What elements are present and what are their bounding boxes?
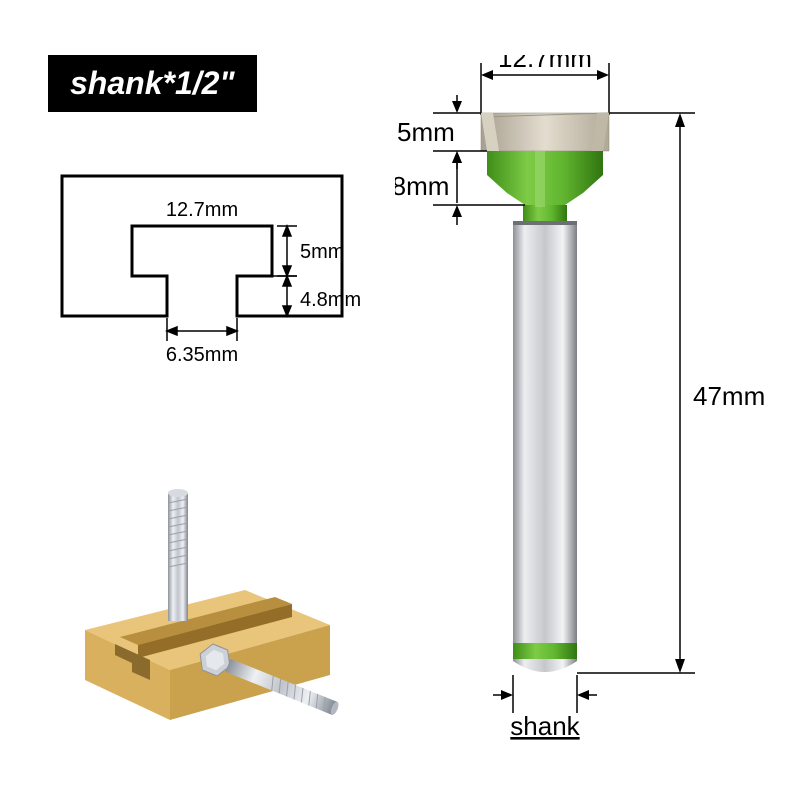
- profile-top-depth: 5mm: [300, 241, 344, 263]
- profile-neck-depth: 4.8mm: [300, 289, 361, 311]
- profile-neck-width: 6.35mm: [166, 344, 238, 366]
- t-slot-profile-diagram: 12.7mm 5mm 4.8mm 6.35mm: [52, 166, 352, 366]
- wood-bolt-illustration: [60, 475, 360, 735]
- svg-text:5mm: 5mm: [397, 117, 455, 147]
- svg-text:47mm: 47mm: [693, 381, 765, 411]
- svg-text:4.8mm: 4.8mm: [395, 171, 449, 201]
- router-bit-shank: [513, 221, 577, 672]
- svg-text:shank: shank: [510, 711, 580, 741]
- dim-head-width: 12.7mm: [481, 55, 609, 115]
- dim-total-length: 47mm: [577, 113, 765, 673]
- svg-text:12.7mm: 12.7mm: [498, 55, 592, 73]
- profile-top-width: 12.7mm: [166, 199, 238, 221]
- router-bit-figure: 12.7mm: [395, 55, 765, 755]
- bolt-upright: [168, 489, 188, 621]
- title-badge: shank*1/2": [48, 55, 257, 112]
- dim-step-5mm: 5mm: [397, 95, 487, 169]
- dim-shank-label: shank: [493, 675, 597, 741]
